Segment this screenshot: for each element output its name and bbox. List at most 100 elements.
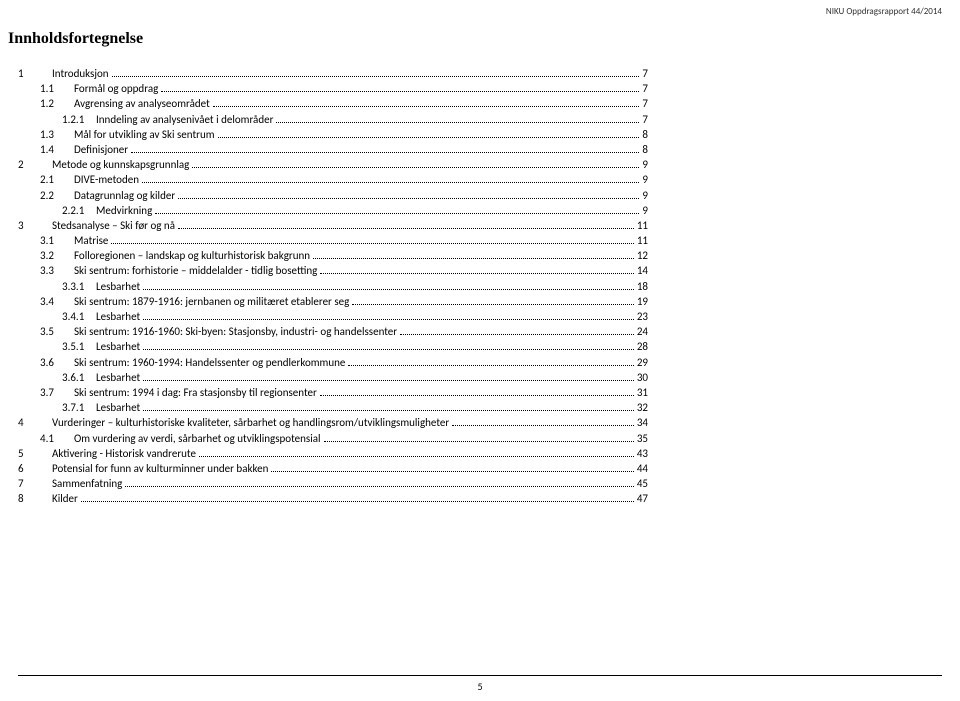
toc-leader-dots [111, 235, 633, 244]
toc-number: 5 [18, 446, 52, 461]
toc-leader-dots [112, 68, 640, 77]
toc-number: 3.4 [40, 294, 74, 309]
table-of-contents: 1Introduksjon71.1Formål og oppdrag71.2Av… [18, 66, 648, 506]
toc-label: Sammenfatning [52, 476, 122, 491]
toc-row: 3.7.1Lesbarhet32 [18, 400, 648, 415]
toc-label: Mål for utvikling av Ski sentrum [74, 127, 215, 142]
toc-page: 9 [642, 203, 648, 218]
toc-label: Ski sentrum: 1994 i dag: Fra stasjonsby … [74, 385, 317, 400]
toc-leader-dots [313, 251, 634, 260]
toc-page: 35 [637, 431, 648, 446]
toc-page: 19 [637, 294, 648, 309]
toc-leader-dots [143, 402, 634, 411]
toc-page: 8 [642, 142, 648, 157]
toc-leader-dots [131, 144, 639, 153]
toc-label: DIVE-metoden [74, 172, 139, 187]
page-title: Innholdsfortegnelse [8, 30, 143, 48]
toc-row: 3.2Folloregionen – landskap og kulturhis… [18, 248, 648, 263]
toc-label: Datagrunnlag og kilder [74, 188, 175, 203]
toc-number: 8 [18, 491, 52, 506]
toc-leader-dots [161, 84, 639, 93]
toc-page: 28 [637, 339, 648, 354]
toc-leader-dots [320, 266, 634, 275]
toc-leader-dots [218, 129, 640, 138]
toc-page: 43 [637, 446, 648, 461]
toc-label: Avgrensing av analyseområdet [74, 96, 210, 111]
toc-row: 3.5.1Lesbarhet 28 [18, 339, 648, 354]
toc-row: 3.3.1Lesbarhet18 [18, 279, 648, 294]
toc-label: Vurderinger – kulturhistoriske kvalitete… [52, 415, 449, 430]
toc-label: Ski sentrum: 1916-1960: Ski-byen: Stasjo… [74, 324, 397, 339]
toc-number: 1.4 [40, 142, 74, 157]
toc-leader-dots [143, 372, 634, 381]
toc-row: 2Metode og kunnskapsgrunnlag9 [18, 157, 648, 172]
toc-label: Introduksjon [52, 66, 109, 81]
toc-leader-dots [143, 342, 634, 351]
toc-leader-dots [400, 327, 634, 336]
toc-number: 4 [18, 415, 52, 430]
toc-leader-dots [352, 296, 634, 305]
toc-label: Lesbarhet [96, 370, 140, 385]
toc-row: 1.3Mål for utvikling av Ski sentrum8 [18, 127, 648, 142]
toc-leader-dots [452, 418, 634, 427]
toc-row: 7Sammenfatning45 [18, 476, 648, 491]
toc-number: 3.5.1 [62, 339, 96, 354]
toc-label: Matrise [74, 233, 108, 248]
toc-label: Ski sentrum: 1960-1994: Handelssenter og… [74, 355, 345, 370]
toc-leader-dots [81, 494, 634, 503]
toc-label: Lesbarhet [96, 400, 140, 415]
toc-label: Folloregionen – landskap og kulturhistor… [74, 248, 310, 263]
toc-number: 2.2.1 [62, 203, 96, 218]
toc-page: 23 [637, 309, 648, 324]
toc-page: 8 [642, 127, 648, 142]
toc-page: 14 [637, 263, 648, 278]
toc-number: 4.1 [40, 431, 74, 446]
toc-row: 6Potensial for funn av kulturminner unde… [18, 461, 648, 476]
toc-leader-dots [324, 433, 634, 442]
toc-leader-dots [192, 159, 639, 168]
toc-page: 9 [642, 172, 648, 187]
toc-row: 1.2.1Inndeling av analysenivået i delomr… [18, 112, 648, 127]
toc-leader-dots [143, 311, 634, 320]
toc-label: Potensial for funn av kulturminner under… [52, 461, 268, 476]
toc-page: 7 [642, 66, 648, 81]
toc-page: 7 [642, 81, 648, 96]
toc-number: 3.1 [40, 233, 74, 248]
toc-row: 3Stedsanalyse – Ski før og nå11 [18, 218, 648, 233]
toc-row: 4.1Om vurdering av verdi, sårbarhet og u… [18, 431, 648, 446]
toc-number: 2.1 [40, 172, 74, 187]
toc-leader-dots [320, 387, 634, 396]
toc-page: 44 [637, 461, 648, 476]
toc-row: 3.7Ski sentrum: 1994 i dag: Fra stasjons… [18, 385, 648, 400]
toc-page: 30 [637, 370, 648, 385]
toc-label: Definisjoner [74, 142, 128, 157]
toc-number: 7 [18, 476, 52, 491]
toc-number: 3.7.1 [62, 400, 96, 415]
toc-row: 2.2Datagrunnlag og kilder9 [18, 188, 648, 203]
toc-label: Lesbarhet [96, 279, 140, 294]
toc-row: 4Vurderinger – kulturhistoriske kvalitet… [18, 415, 648, 430]
toc-page: 18 [637, 279, 648, 294]
toc-number: 3.2 [40, 248, 74, 263]
toc-label: Lesbarhet [96, 339, 140, 354]
toc-row: 1.4Definisjoner 8 [18, 142, 648, 157]
toc-label: Formål og oppdrag [74, 81, 158, 96]
toc-row: 8Kilder47 [18, 491, 648, 506]
toc-row: 3.4.1Lesbarhet23 [18, 309, 648, 324]
toc-number: 2.2 [40, 188, 74, 203]
toc-number: 3.7 [40, 385, 74, 400]
toc-row: 1.2Avgrensing av analyseområdet7 [18, 96, 648, 111]
footer-divider [18, 675, 942, 676]
page-footer: 5 [0, 675, 960, 701]
toc-number: 3.3 [40, 263, 74, 278]
toc-number: 1.2.1 [62, 112, 96, 127]
toc-number: 1 [18, 66, 52, 81]
toc-leader-dots [143, 281, 634, 290]
toc-row: 2.1DIVE-metoden 9 [18, 172, 648, 187]
toc-leader-dots [276, 114, 639, 123]
toc-page: 12 [637, 248, 648, 263]
toc-page: 11 [637, 233, 648, 248]
toc-label: Ski sentrum: forhistorie – middelalder -… [74, 263, 317, 278]
toc-label: Om vurdering av verdi, sårbarhet og utvi… [74, 431, 321, 446]
toc-label: Lesbarhet [96, 309, 140, 324]
